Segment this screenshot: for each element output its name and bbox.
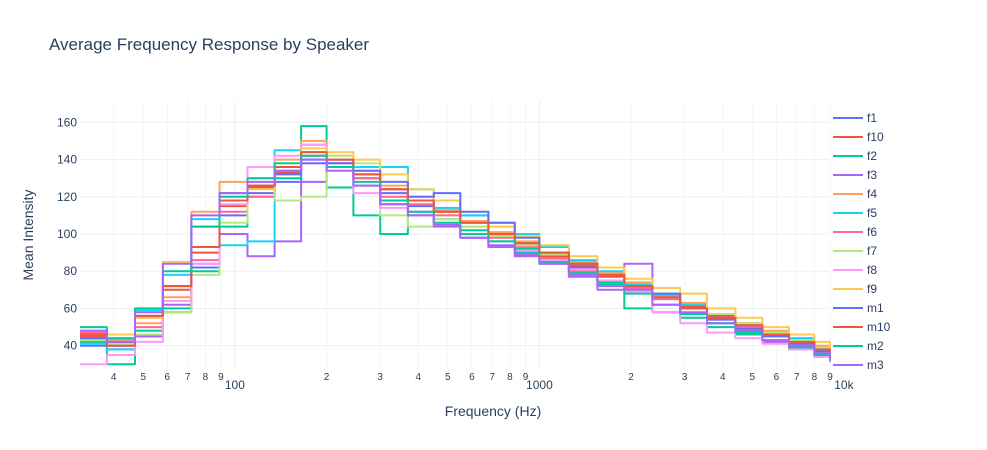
x-minor-tick-label: 4 xyxy=(720,372,726,383)
legend-label-f9: f9 xyxy=(867,282,877,296)
legend-label-m10: m10 xyxy=(867,320,891,334)
x-minor-tick-label: 9 xyxy=(827,372,833,383)
legend-label-f5: f5 xyxy=(867,206,877,220)
legend-label-m3: m3 xyxy=(867,358,884,372)
x-minor-tick-label: 6 xyxy=(165,372,171,383)
y-tick-label: 40 xyxy=(64,339,78,353)
x-minor-tick-label: 8 xyxy=(812,372,818,383)
x-minor-tick-label: 6 xyxy=(469,372,475,383)
y-tick-label: 160 xyxy=(57,115,77,129)
x-minor-tick-label: 8 xyxy=(507,372,513,383)
x-major-tick-label: 100 xyxy=(225,378,245,392)
y-tick-label: 140 xyxy=(57,153,77,167)
x-minor-tick-label: 2 xyxy=(324,372,330,383)
x-axis-title: Frequency (Hz) xyxy=(445,403,541,419)
x-minor-tick-label: 7 xyxy=(794,372,800,383)
x-minor-tick-label: 9 xyxy=(523,372,529,383)
x-minor-tick-label: 7 xyxy=(489,372,495,383)
legend-label-m1: m1 xyxy=(867,301,884,315)
chart-title: Average Frequency Response by Speaker xyxy=(49,35,369,54)
x-minor-tick-label: 5 xyxy=(749,372,755,383)
x-minor-tick-label: 5 xyxy=(140,372,146,383)
y-tick-label: 80 xyxy=(64,264,78,278)
legend-label-f10: f10 xyxy=(867,130,884,144)
x-major-tick-label: 1000 xyxy=(526,378,553,392)
series-line-f8 xyxy=(80,143,831,366)
x-minor-tick-label: 3 xyxy=(377,372,383,383)
series-line-f6 xyxy=(80,151,831,357)
legend: f1 f10 f2 f3 f4 f5 f6 f7 f8 f9 m1 m10 m2 m3 xyxy=(833,111,891,372)
series-lines xyxy=(80,125,831,366)
y-axis-ticks: 40 60 80 100 120 140 160 xyxy=(57,115,77,352)
y-tick-label: 60 xyxy=(64,301,78,315)
x-minor-tick-label: 3 xyxy=(682,372,688,383)
series-line-m2 xyxy=(80,154,831,361)
legend-label-f8: f8 xyxy=(867,263,877,277)
series-line-f2 xyxy=(80,125,831,366)
legend-label-f6: f6 xyxy=(867,225,877,239)
x-minor-tick-label: 9 xyxy=(218,372,224,383)
x-minor-tick-label: 6 xyxy=(774,372,780,383)
y-tick-label: 120 xyxy=(57,190,77,204)
legend-label-f7: f7 xyxy=(867,244,877,258)
x-minor-tick-label: 8 xyxy=(203,372,209,383)
x-minor-tick-label: 4 xyxy=(111,372,117,383)
legend-label-f4: f4 xyxy=(867,187,877,201)
legend-label-f2: f2 xyxy=(867,149,877,163)
x-minor-tick-label: 5 xyxy=(445,372,451,383)
legend-label-f1: f1 xyxy=(867,111,877,125)
x-major-tick-label: 10k xyxy=(834,378,854,392)
x-minor-tick-label: 4 xyxy=(415,372,421,383)
series-line-f5 xyxy=(80,143,831,357)
series-line-m3 xyxy=(80,158,831,359)
x-minor-tick-label: 7 xyxy=(185,372,191,383)
x-minor-tick-label: 2 xyxy=(628,372,634,383)
y-axis-title: Mean Intensity xyxy=(20,189,36,280)
legend-label-f3: f3 xyxy=(867,168,877,182)
y-tick-label: 100 xyxy=(57,227,77,241)
legend-label-m2: m2 xyxy=(867,339,884,353)
